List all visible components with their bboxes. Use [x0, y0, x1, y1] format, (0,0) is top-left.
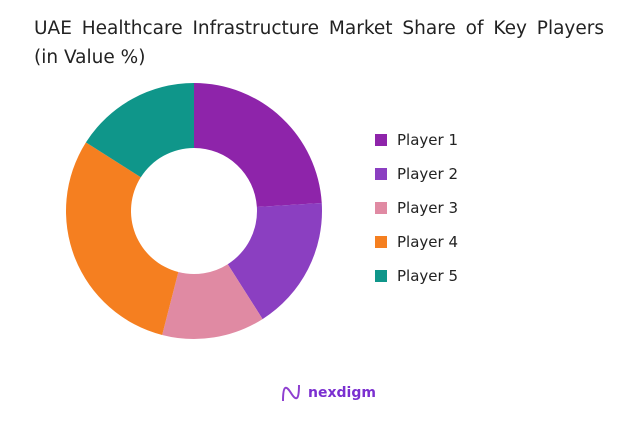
- legend-swatch: [375, 168, 387, 180]
- legend-item: Player 2: [375, 165, 458, 183]
- legend-swatch: [375, 134, 387, 146]
- legend-label: Player 1: [397, 131, 458, 149]
- slice-2: [227, 202, 323, 320]
- logo-mark-icon: [282, 384, 300, 402]
- slice-4: [65, 142, 179, 335]
- nexdigm-logo: nexdigm: [280, 383, 376, 403]
- slice-1: [194, 83, 322, 208]
- chart-title: UAE Healthcare Infrastructure Market Sha…: [34, 18, 604, 68]
- legend-item: Player 5: [375, 267, 458, 285]
- legend-swatch: [375, 236, 387, 248]
- legend-label: Player 4: [397, 233, 458, 251]
- legend-label: Player 2: [397, 165, 458, 183]
- legend-label: Player 3: [397, 199, 458, 217]
- legend-swatch: [375, 202, 387, 214]
- legend-item: Player 3: [375, 199, 458, 217]
- legend-label: Player 5: [397, 267, 458, 285]
- slice-3: [162, 264, 263, 339]
- logo-text: nexdigm: [308, 385, 376, 401]
- legend-item: Player 1: [375, 131, 458, 149]
- legend-item: Player 4: [375, 233, 458, 251]
- slice-5: [85, 83, 194, 178]
- legend-swatch: [375, 270, 387, 282]
